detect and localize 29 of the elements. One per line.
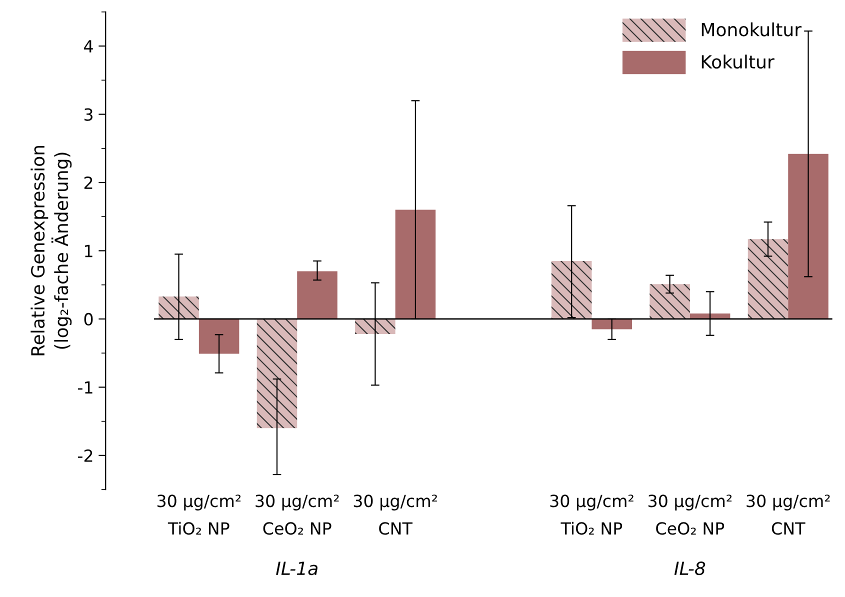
- text: IL-1a: [276, 562, 318, 576]
- x-tick-label: 30 µg/cm² CeO₂ NP: [256, 494, 339, 535]
- y-tick-label: -1: [78, 381, 92, 394]
- legend-label: Kokultur: [702, 54, 774, 69]
- x-tick-label: 30 µg/cm² TiO₂ NP: [550, 494, 634, 535]
- bar: [592, 318, 632, 330]
- x-tick-label: 30 µg/cm² CNT: [354, 494, 437, 535]
- bar: [198, 318, 240, 354]
- x-tick-label: 30 µg/cm² TiO₂ NP: [157, 494, 241, 535]
- bar: [355, 318, 396, 334]
- bar: [748, 239, 788, 319]
- bar: [788, 154, 828, 319]
- y-axis-title: Relative Genexpression (log₂-fache Änderung): [30, 146, 72, 356]
- text: IL-8: [674, 562, 706, 576]
- y-tick-label: 3: [84, 108, 92, 121]
- bar: [256, 318, 298, 428]
- bar: [551, 260, 592, 319]
- y-tick-label: 2: [84, 176, 92, 189]
- y-tick-label: -2: [78, 449, 92, 462]
- bar: [297, 271, 338, 319]
- bar: [395, 210, 436, 319]
- x-tick-label: 30 µg/cm² CNT: [746, 494, 830, 535]
- bar: [650, 284, 690, 319]
- bar: [158, 296, 199, 319]
- y-tick-label: 1: [85, 244, 92, 258]
- legend-label: Monokultur: [702, 22, 802, 36]
- y-tick-label: 0: [84, 312, 93, 326]
- x-tick-label: 30 µg/cm² CeO₂ NP: [648, 494, 732, 535]
- y-tick-label: 4: [84, 40, 93, 52]
